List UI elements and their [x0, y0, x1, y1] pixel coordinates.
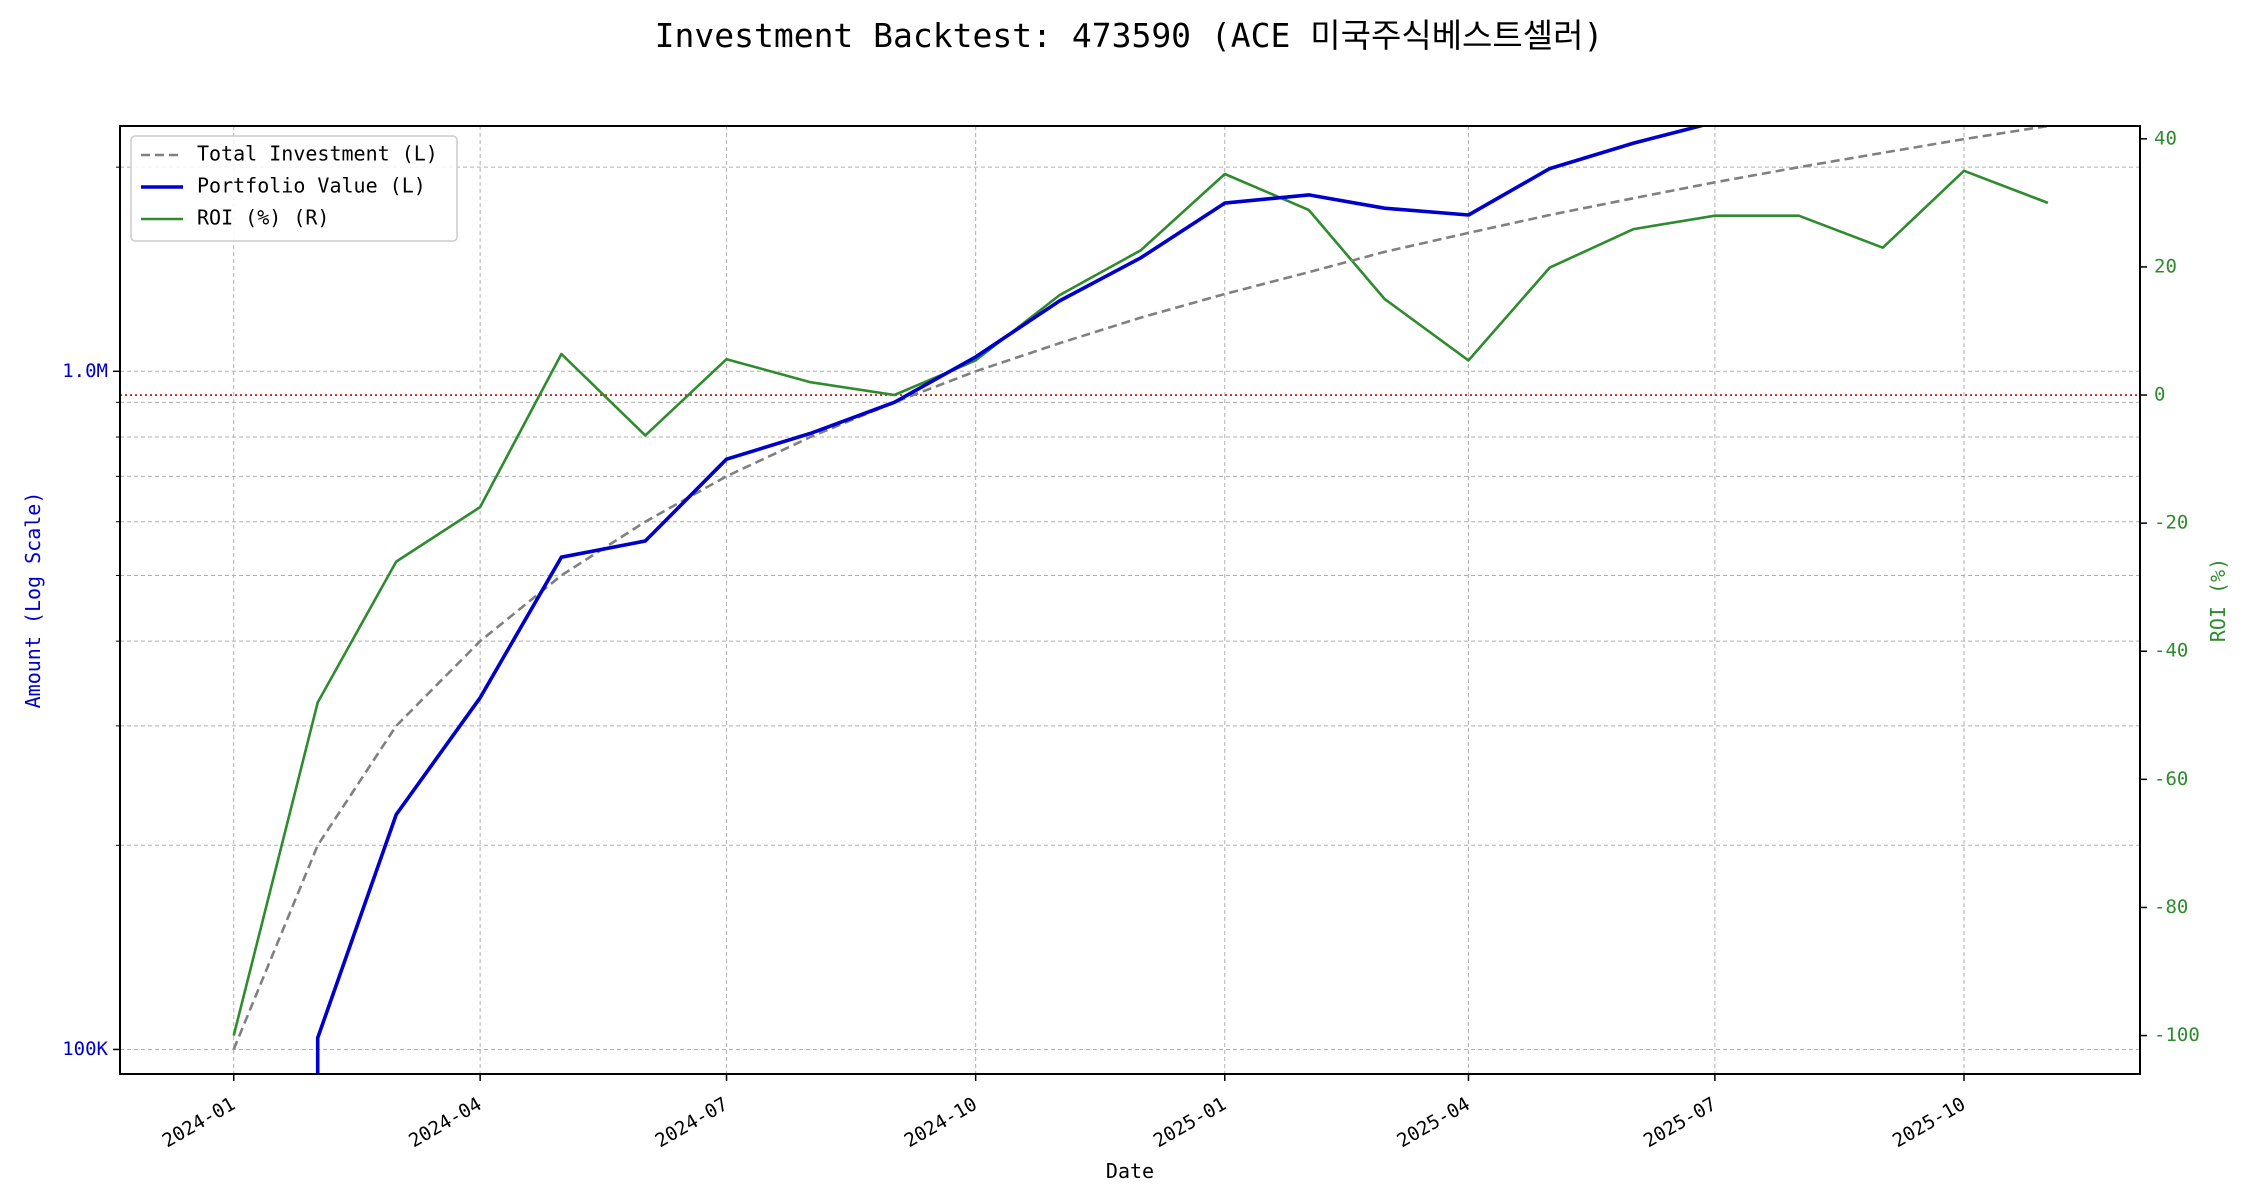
- chart-title: Investment Backtest: 473590 (ACE 미국주식베스트…: [655, 16, 1604, 55]
- y-right-tick-label: -60: [2154, 768, 2188, 790]
- y-right-tick-label: -20: [2154, 512, 2188, 534]
- series-line-0: [232, 126, 2049, 1050]
- y-right-tick-label: 40: [2154, 127, 2177, 149]
- y-left-axis: 100K 1.0M: [62, 166, 120, 1060]
- y-right-axis: -100 -80 -60 -40 -20 0 20 40: [2140, 127, 2200, 1046]
- x-tick-label: 2025-04: [1393, 1093, 1473, 1152]
- x-tick-label: 2024-10: [901, 1093, 981, 1152]
- x-tick-label: 2025-07: [1640, 1093, 1720, 1152]
- grid-lines: [120, 126, 2140, 1074]
- series-line-2: [232, 169, 2049, 1036]
- x-tick-label: 2024-04: [405, 1093, 485, 1152]
- plot-frame: [119, 125, 2141, 1075]
- legend-label: Total Investment (L): [197, 142, 438, 166]
- y-left-tick-label: 100K: [62, 1038, 108, 1060]
- x-axis-label: Date: [1106, 1159, 1154, 1183]
- x-tick-label: 2024-07: [651, 1093, 731, 1152]
- legend-label: ROI (%) (R): [197, 206, 329, 230]
- y-right-tick-label: -100: [2154, 1024, 2200, 1046]
- x-tick-label: 2024-01: [159, 1093, 239, 1152]
- x-tick-label: 2025-01: [1150, 1093, 1230, 1152]
- y-right-tick-label: -80: [2154, 896, 2188, 918]
- legend: Total Investment (L) Portfolio Value (L) R…: [130, 135, 458, 242]
- legend-box: [130, 135, 458, 242]
- y-left-tick-label: 1.0M: [62, 360, 108, 382]
- series-layer: [232, 126, 2049, 1074]
- x-axis: 2024-01 2024-04 2024-07 2024-10 2025-01 2025-…: [159, 1074, 1969, 1152]
- series-line-1: [315, 126, 1708, 1074]
- y-right-tick-label: 0: [2154, 384, 2165, 406]
- y-right-axis-label: ROI (%): [2206, 558, 2230, 642]
- x-tick-label: 2025-10: [1889, 1093, 1969, 1152]
- y-right-tick-label: 20: [2154, 255, 2177, 277]
- y-right-tick-label: -40: [2154, 640, 2188, 662]
- legend-label: Portfolio Value (L): [197, 174, 426, 198]
- y-left-axis-label: Amount (Log Scale): [21, 492, 45, 709]
